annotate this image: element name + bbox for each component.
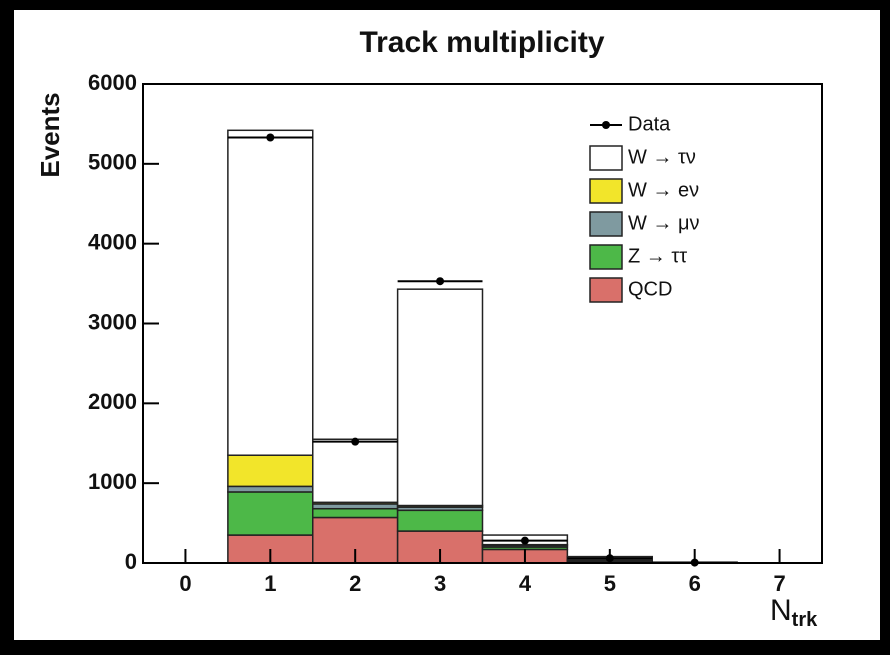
legend-label: W → eν [628, 179, 699, 201]
legend-swatch [589, 244, 623, 270]
data-point [266, 133, 275, 142]
x-tick-label: 7 [773, 571, 785, 596]
bar-segment [227, 485, 314, 493]
bar-segment [227, 129, 314, 456]
legend-swatch [589, 211, 623, 237]
x-axis-label: Ntrk [770, 594, 818, 631]
bar-segment [227, 454, 314, 488]
data-point [436, 277, 445, 286]
y-tick-label: 4000 [88, 229, 137, 254]
chart-title: Track multiplicity [359, 26, 604, 59]
x-tick-label: 0 [179, 571, 191, 596]
bar-segment [312, 507, 399, 519]
y-tick-label: 3000 [88, 309, 137, 334]
bar-segment [396, 288, 484, 507]
bar-segment [312, 438, 399, 504]
legend-swatch [589, 145, 623, 171]
y-tick-label: 5000 [88, 150, 137, 175]
y-axis-label: Events [35, 92, 65, 177]
legend-label: W → τν [628, 146, 696, 168]
legend-swatch [589, 277, 623, 303]
y-tick-label: 0 [125, 549, 137, 574]
y-tick-label: 1000 [88, 469, 137, 494]
y-tick-label: 6000 [88, 70, 137, 95]
x-axis-label-main: N [770, 594, 792, 627]
legend-label: Data [628, 113, 671, 135]
bar-segment [396, 509, 484, 532]
legend-label: QCD [628, 278, 672, 300]
x-tick-label: 1 [264, 571, 276, 596]
x-tick-label: 4 [519, 571, 532, 596]
y-tick-label: 2000 [88, 389, 137, 414]
x-tick-label: 6 [689, 571, 701, 596]
legend-swatch [589, 178, 623, 204]
x-axis-label-sub: trk [792, 609, 818, 631]
legend-label: W → μν [628, 212, 700, 234]
data-point [520, 536, 529, 545]
legend-marker [602, 121, 610, 129]
legend-label: Z → ττ [628, 245, 687, 267]
x-tick-label: 3 [434, 571, 446, 596]
x-tick-label: 2 [349, 571, 361, 596]
x-tick-label: 5 [604, 571, 616, 596]
bar-segment [227, 491, 314, 536]
data-point [351, 437, 360, 446]
